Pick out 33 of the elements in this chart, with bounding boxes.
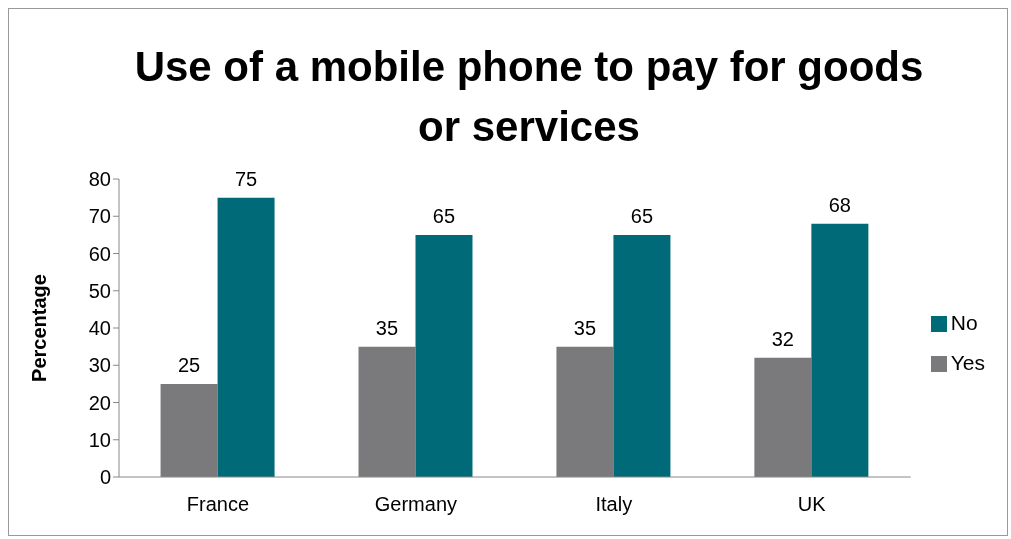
bar (811, 223, 869, 477)
data-label: 35 (573, 316, 597, 339)
bar (217, 197, 275, 477)
bar (160, 383, 218, 477)
data-label: 25 (177, 353, 201, 376)
data-label: 35 (375, 316, 399, 339)
chart-title: Use of a mobile phone to pay for goods or services (133, 42, 925, 152)
y-tick-label: 80 (88, 168, 111, 191)
bar (613, 234, 671, 477)
bar (754, 357, 812, 477)
legend-label: No (950, 311, 978, 334)
legend-label: Yes (950, 351, 985, 374)
x-tick-label: UK (797, 493, 827, 516)
y-tick-label: 20 (88, 391, 111, 414)
y-tick-label: 60 (88, 242, 111, 265)
data-label: 65 (432, 204, 456, 227)
data-label: 68 (828, 193, 851, 216)
y-tick-label: 50 (88, 279, 111, 302)
data-label: 65 (630, 204, 654, 227)
y-tick-label: 40 (88, 317, 111, 340)
bar (358, 346, 416, 477)
y-tick-label: 10 (88, 428, 111, 451)
y-tick-label: 0 (99, 466, 111, 489)
x-tick-label: France (186, 493, 250, 516)
y-tick-label: 30 (88, 354, 111, 377)
x-tick-label: Italy (595, 493, 633, 516)
bar (415, 234, 473, 477)
y-axis-title: Percentage (28, 274, 51, 382)
bar (556, 346, 614, 477)
data-label: 32 (771, 327, 794, 350)
data-label: 75 (234, 167, 258, 190)
y-tick-label: 70 (88, 205, 111, 228)
x-tick-label: Germany (374, 493, 458, 516)
